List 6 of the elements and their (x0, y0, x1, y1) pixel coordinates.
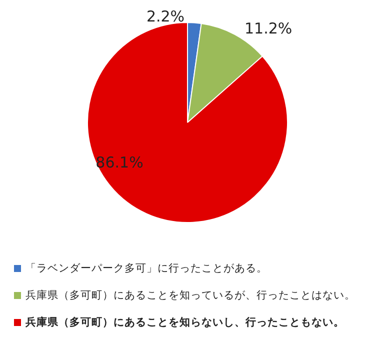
legend-label: 兵庫県（多可町）にあることを知っているが、行ったことはない。 (26, 288, 356, 302)
legend-label: 「ラベンダーパーク多可」に行ったことがある。 (26, 262, 268, 274)
data-label: 11.2% (244, 20, 292, 38)
data-label: 86.1% (96, 154, 144, 172)
data-label: 2.2% (146, 8, 185, 26)
legend-label: 兵庫県（多可町）にあることを知らないし、行ったこともない。 (24, 316, 344, 328)
